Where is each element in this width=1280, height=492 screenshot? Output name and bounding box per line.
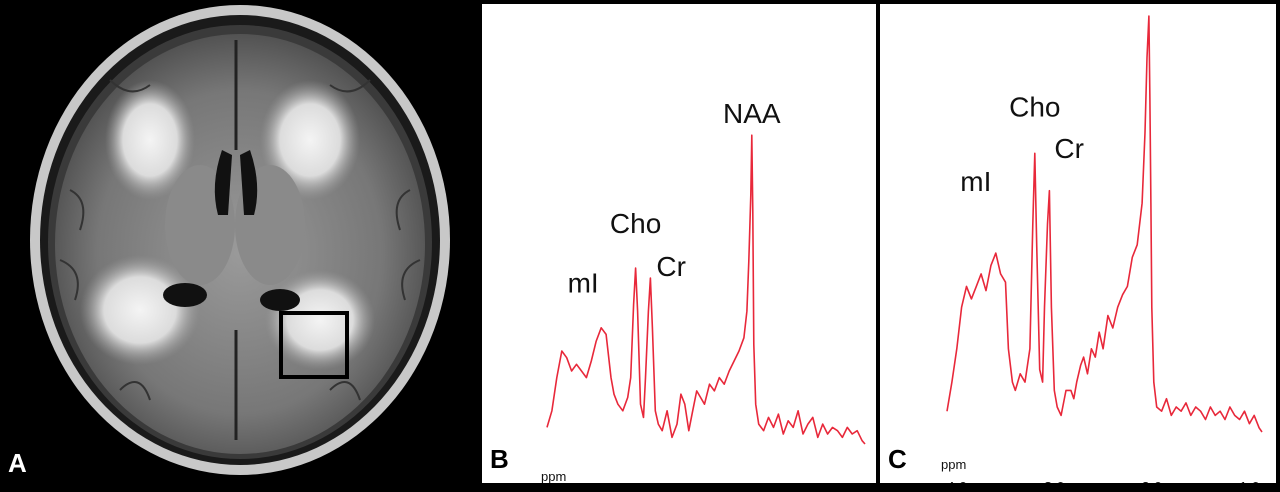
x-axis-label: ppm [541, 469, 566, 483]
peak-label-cr: Cr [656, 251, 686, 282]
spectrum-line [946, 15, 1263, 433]
spectrum-panel-b: ppm4.03.02.01.0mIChoCrNAA B [482, 4, 876, 492]
x-tick-label: 4.0 [946, 479, 967, 483]
x-axis-label: ppm [941, 457, 966, 472]
panel-letter-b: B [490, 444, 509, 474]
roi-box [279, 311, 349, 379]
spectrum-line [546, 134, 866, 445]
mri-panel: A [0, 0, 480, 487]
peak-label-cho: Cho [610, 208, 661, 239]
x-tick-label: 2.0 [1141, 479, 1162, 483]
panel-letter-c: C [888, 444, 907, 474]
axial-brain-mri-image [30, 5, 450, 475]
x-tick-label: 3.0 [1044, 479, 1065, 483]
x-tick-label: 1.0 [1239, 479, 1260, 483]
peak-label-mi: mI [960, 166, 991, 197]
peak-label-cr: Cr [1054, 133, 1084, 164]
spectrum-chart-c: ppm 4.0 3.0 2.0 1.0 mI Cho Cr NAA [941, 0, 1263, 492]
spectrum-chart-b: ppm4.03.02.01.0mIChoCrNAA [541, 98, 866, 492]
panel-letter-a: A [8, 448, 27, 478]
peak-label-mi: mI [568, 268, 599, 299]
spectrum-panel-c: ppm 4.0 3.0 2.0 1.0 mI Cho Cr NAA C [880, 0, 1276, 492]
peak-label-naa: NAA [723, 98, 781, 129]
peak-label-naa: NAA [1121, 4, 1179, 10]
peak-label-cho: Cho [1009, 91, 1060, 122]
